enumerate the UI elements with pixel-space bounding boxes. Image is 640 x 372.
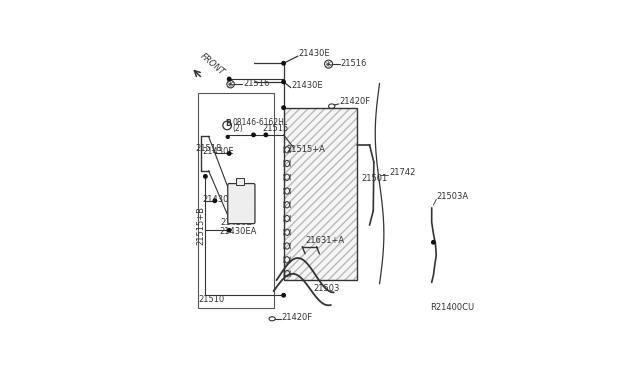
Circle shape (264, 133, 268, 137)
Circle shape (432, 241, 435, 244)
FancyBboxPatch shape (228, 183, 255, 224)
Text: 21430E: 21430E (299, 49, 330, 58)
Text: 21430E: 21430E (292, 81, 323, 90)
Circle shape (213, 199, 216, 202)
Circle shape (282, 106, 285, 109)
Bar (237, 178, 244, 185)
Bar (284, 108, 356, 279)
Circle shape (204, 175, 207, 178)
Text: 21742: 21742 (389, 168, 415, 177)
Text: B: B (225, 119, 231, 128)
Text: 21516: 21516 (341, 58, 367, 68)
Text: 21501: 21501 (362, 174, 388, 183)
Circle shape (282, 80, 285, 84)
Text: 21515+B: 21515+B (196, 206, 205, 245)
Text: 21430E: 21430E (202, 147, 234, 156)
Bar (284, 108, 356, 279)
Text: 21430E: 21430E (202, 195, 234, 204)
Text: 21503: 21503 (313, 284, 339, 293)
Circle shape (227, 77, 231, 81)
Circle shape (227, 228, 231, 232)
Text: 21515+A: 21515+A (287, 145, 325, 154)
Circle shape (282, 294, 285, 297)
Bar (198, 93, 273, 308)
Text: 21631+A: 21631+A (305, 235, 344, 244)
Text: (2): (2) (232, 124, 243, 132)
Text: FRONT: FRONT (198, 52, 227, 77)
Text: 21516: 21516 (243, 78, 269, 87)
Text: 08146-6162H: 08146-6162H (232, 118, 284, 127)
Circle shape (282, 61, 285, 65)
Text: 21420F: 21420F (282, 312, 312, 322)
Text: 21515: 21515 (262, 125, 289, 134)
Text: 21420F: 21420F (339, 97, 371, 106)
Circle shape (252, 133, 255, 137)
Text: 21430E: 21430E (221, 218, 252, 227)
Circle shape (227, 152, 231, 155)
Text: 21503A: 21503A (437, 192, 469, 201)
Bar (284, 108, 356, 279)
Circle shape (227, 135, 229, 138)
Text: 21510: 21510 (198, 295, 225, 304)
Text: 21430EA: 21430EA (220, 227, 257, 236)
Text: R21400CU: R21400CU (431, 304, 475, 312)
Text: 21518: 21518 (196, 144, 222, 154)
